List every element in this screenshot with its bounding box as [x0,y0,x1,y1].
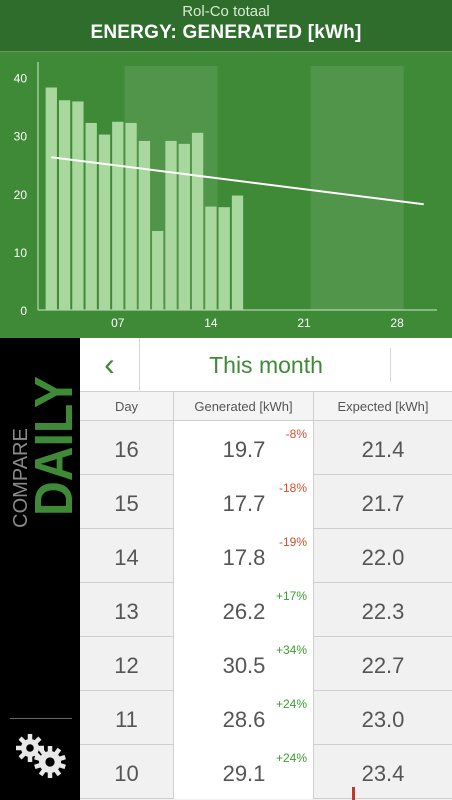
row-day: 15 [114,491,139,516]
row-delta: +17% [275,589,307,603]
bar [112,121,124,311]
scroll-marker [352,787,355,800]
table-panel: ‹ This month Day Generated [kWh] Expecte… [80,338,452,800]
row-generated-cell: 26.2 +17% [173,583,313,637]
table-row[interactable]: 10 29.1 +24% 23.4 [80,745,452,799]
row-generated: 17.7 [222,491,266,516]
row-expected: 21.4 [313,421,452,475]
bar [218,207,230,310]
row-generated-cell: 17.8 -19% [173,529,313,583]
row-generated: 17.8 [222,545,266,570]
bar [165,140,177,310]
col-day[interactable]: Day [114,399,139,414]
table-row[interactable]: 14 17.8 -19% 22.0 [80,529,452,583]
y-tick-label: 30 [14,130,28,144]
table-body[interactable]: 16 19.7 -8% 21.4 15 17.7 -18% 21.7 14 17.8 -19% 22.… [80,421,452,799]
chevron-left-icon: ‹ [104,346,115,382]
row-generated-cell: 28.6 +24% [173,691,313,745]
table-row[interactable]: 12 30.5 +34% 22.7 [80,637,452,691]
row-expected: 22.0 [313,529,452,583]
bar [205,206,217,310]
bar [45,87,57,310]
row-delta: +24% [275,697,307,711]
y-tick-label: 40 [14,72,28,86]
back-button[interactable]: ‹ [80,338,140,392]
compare-daily-label: COMPARE DAILY [10,376,80,528]
bar [85,122,97,310]
col-expected[interactable]: Expected [kWh] [313,392,452,421]
bar [58,100,71,311]
bar [125,122,137,310]
table-row[interactable]: 13 26.2 +17% 22.3 [80,583,452,637]
sidebar: COMPARE DAILY [0,338,80,800]
nav-divider [390,348,391,382]
row-day: 13 [114,599,139,624]
bar [231,195,244,310]
row-day: 10 [114,761,139,786]
row-generated-cell: 30.5 +34% [173,637,313,691]
row-generated: 26.2 [222,599,266,624]
bar [72,101,84,310]
col-generated[interactable]: Generated [kWh] [173,392,313,421]
energy-chart[interactable]: 0 10 20 30 40 07 14 21 28 [0,52,452,338]
row-expected: 23.0 [313,691,452,745]
row-expected: 23.4 [313,745,452,799]
row-generated-cell: 17.7 -18% [173,475,313,529]
row-generated-cell: 29.1 +24% [173,745,313,799]
sidebar-divider [10,718,72,719]
y-tick-label: 0 [20,304,27,318]
header-subtitle: Rol-Co totaal [182,3,270,20]
table-row[interactable]: 16 19.7 -8% 21.4 [80,421,452,475]
y-tick-label: 20 [14,188,28,202]
x-tick-label: 14 [204,316,218,330]
row-delta: -18% [278,481,307,495]
x-tick-label: 28 [390,316,404,330]
period-label[interactable]: This month [209,352,323,378]
bar [138,140,151,310]
row-expected: 22.3 [313,583,452,637]
row-delta: -8% [285,427,307,441]
bar [152,230,164,310]
week-band [310,66,404,310]
header-title: ENERGY: GENERATED [kWh] [90,22,362,43]
gear-shape [34,746,66,778]
row-delta: +24% [275,751,307,765]
row-expected: 21.7 [313,475,452,529]
x-tick-label: 21 [297,316,311,330]
expected-line [51,156,424,206]
row-generated: 29.1 [222,761,266,786]
row-delta: -19% [278,535,307,549]
x-tick-label: 07 [111,316,125,330]
row-day: 16 [114,437,139,462]
gear-shape [16,734,44,762]
row-day: 14 [114,545,139,570]
row-expected: 22.7 [313,637,452,691]
row-generated: 28.6 [222,707,266,732]
row-generated: 30.5 [222,653,266,678]
table-row[interactable]: 11 28.6 +24% 23.0 [80,691,452,745]
bar [191,132,204,310]
table-header: Day Generated [kWh] Expected [kWh] [80,392,452,421]
bar [98,134,111,310]
app-header: Rol-Co totaal ENERGY: GENERATED [kWh] [0,0,452,52]
y-tick-label: 10 [14,246,28,260]
row-generated: 19.7 [222,437,266,462]
row-day: 12 [114,653,139,678]
row-day: 11 [115,707,138,732]
table-row[interactable]: 15 17.7 -18% 21.7 [80,475,452,529]
gear-icon[interactable] [12,730,72,780]
row-delta: +34% [275,643,307,657]
period-nav: ‹ This month [80,338,452,392]
daily-label: DAILY [24,376,80,516]
row-generated-cell: 19.7 -8% [173,421,313,475]
compare-label: COMPARE [10,428,32,528]
chart-svg: 0 10 20 30 40 07 14 21 28 [14,62,437,330]
bar [178,143,190,310]
